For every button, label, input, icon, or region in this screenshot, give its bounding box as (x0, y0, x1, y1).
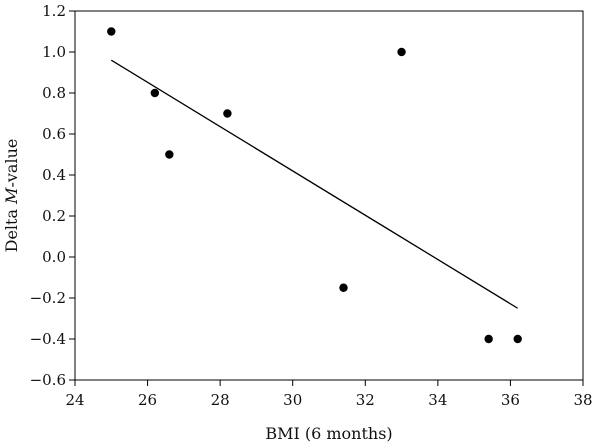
y-tick-label: 1.2 (42, 2, 66, 20)
y-tick-label: 1.0 (42, 43, 66, 61)
plot-frame (74, 10, 584, 381)
data-point (223, 109, 232, 118)
y-axis-label-part: -value (2, 139, 21, 188)
data-points (107, 27, 522, 344)
x-tick-label: 38 (573, 391, 592, 409)
data-point (484, 334, 493, 344)
x-tick-label: 30 (283, 391, 302, 409)
x-axis-label: BMI (6 months) (265, 424, 392, 443)
y-tick-label: 0.0 (42, 248, 66, 266)
x-tick-label: 32 (356, 391, 375, 409)
data-point (339, 283, 348, 292)
y-tick-label: 0.8 (42, 84, 66, 102)
x-tick-label: 36 (501, 391, 520, 409)
y-tick-label: −0.6 (30, 371, 66, 389)
data-point (513, 334, 522, 344)
y-axis-label-part: Delta (2, 204, 21, 252)
y-tick-label: 0.6 (42, 125, 66, 143)
x-axis-ticks: 24 26 28 30 32 34 36 38 (65, 380, 593, 409)
regression-line (110, 59, 519, 309)
y-axis-ticks: −0.6 −0.4 −0.2 0.0 0.2 0.4 0.6 0.8 1.0 1.2 (30, 2, 75, 389)
x-tick-label: 26 (138, 391, 157, 409)
data-point (165, 150, 174, 159)
data-point (397, 47, 406, 57)
y-axis-label: Delta M-value (2, 139, 21, 253)
data-point (107, 27, 116, 36)
y-axis-label-part: M (2, 187, 21, 205)
x-tick-label: 28 (211, 391, 230, 409)
y-tick-label: −0.2 (30, 289, 66, 307)
y-tick-label: 0.2 (42, 207, 66, 225)
x-tick-label: 34 (428, 391, 447, 409)
y-tick-label: −0.4 (30, 330, 66, 348)
data-point (150, 88, 160, 98)
y-tick-label: 0.4 (42, 166, 66, 184)
x-tick-label: 24 (65, 391, 84, 409)
